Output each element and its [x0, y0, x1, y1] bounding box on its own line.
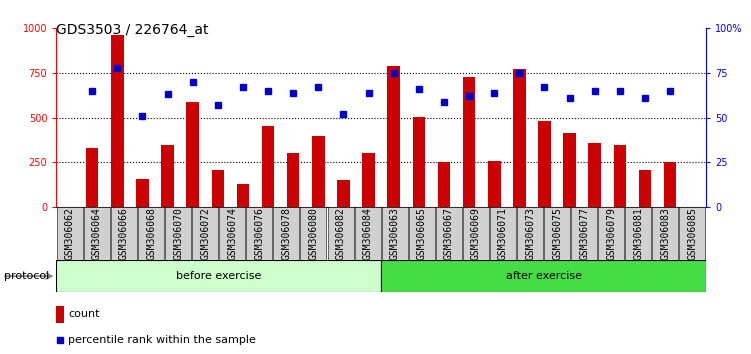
Text: GSM306066: GSM306066	[119, 207, 129, 260]
Bar	[327, 207, 354, 260]
Bar	[56, 260, 381, 292]
Bar	[614, 145, 626, 207]
Text: GSM306067: GSM306067	[444, 207, 454, 260]
Bar	[463, 76, 475, 207]
Text: GSM306076: GSM306076	[255, 207, 264, 260]
Text: percentile rank within the sample: percentile rank within the sample	[68, 335, 256, 345]
Bar	[192, 207, 219, 260]
Bar	[599, 207, 624, 260]
Bar	[111, 207, 137, 260]
Bar	[111, 35, 124, 207]
Text: after exercise: after exercise	[505, 271, 581, 281]
Bar	[626, 207, 651, 260]
Bar	[436, 207, 462, 260]
Bar	[56, 306, 64, 323]
Bar	[382, 207, 408, 260]
Text: GSM306072: GSM306072	[201, 207, 210, 260]
Bar	[572, 207, 597, 260]
Text: count: count	[68, 309, 100, 319]
Text: GSM306078: GSM306078	[282, 207, 291, 260]
Text: GSM306085: GSM306085	[687, 207, 698, 260]
Bar	[589, 143, 601, 207]
Bar	[57, 207, 83, 260]
Text: GSM306071: GSM306071	[498, 207, 508, 260]
Bar	[212, 170, 224, 207]
Bar	[219, 207, 246, 260]
Bar	[246, 207, 273, 260]
Bar	[84, 207, 110, 260]
Text: GDS3503 / 226764_at: GDS3503 / 226764_at	[56, 23, 209, 37]
Bar	[409, 207, 435, 260]
Bar	[563, 133, 576, 207]
Text: GSM306070: GSM306070	[173, 207, 183, 260]
Bar	[388, 66, 400, 207]
Bar	[664, 162, 677, 207]
Bar	[186, 102, 199, 207]
Text: GSM306062: GSM306062	[65, 207, 75, 260]
Text: GSM306068: GSM306068	[146, 207, 156, 260]
Text: GSM306073: GSM306073	[525, 207, 535, 260]
Text: GSM306084: GSM306084	[363, 207, 372, 260]
Bar	[653, 207, 678, 260]
Text: GSM306083: GSM306083	[660, 207, 671, 260]
Bar	[312, 136, 324, 207]
Bar	[165, 207, 191, 260]
Text: before exercise: before exercise	[176, 271, 261, 281]
Text: GSM306065: GSM306065	[417, 207, 427, 260]
Text: GSM306079: GSM306079	[606, 207, 617, 260]
Text: GSM306063: GSM306063	[390, 207, 400, 260]
Bar	[513, 69, 526, 207]
Bar	[490, 207, 516, 260]
Bar	[412, 117, 425, 207]
Bar	[136, 179, 149, 207]
Bar	[354, 207, 381, 260]
Bar	[273, 207, 300, 260]
Bar	[337, 180, 350, 207]
Bar	[538, 121, 550, 207]
Text: GSM306077: GSM306077	[579, 207, 589, 260]
Text: GSM306081: GSM306081	[633, 207, 644, 260]
Bar	[544, 207, 570, 260]
Text: GSM306075: GSM306075	[552, 207, 562, 260]
Bar	[262, 126, 274, 207]
Bar	[237, 184, 249, 207]
Bar	[680, 207, 705, 260]
Bar	[86, 148, 98, 207]
Text: GSM306074: GSM306074	[228, 207, 237, 260]
Bar	[638, 170, 651, 207]
Text: GSM306064: GSM306064	[92, 207, 102, 260]
Bar	[161, 145, 173, 207]
Bar	[300, 207, 327, 260]
Text: GSM306080: GSM306080	[309, 207, 318, 260]
Bar	[381, 260, 706, 292]
Bar	[287, 153, 300, 207]
Bar	[463, 207, 489, 260]
Bar	[517, 207, 543, 260]
Text: protocol: protocol	[4, 271, 49, 281]
Bar	[438, 161, 451, 207]
Text: GSM306069: GSM306069	[471, 207, 481, 260]
Text: GSM306082: GSM306082	[336, 207, 345, 260]
Bar	[362, 154, 375, 207]
Bar	[138, 207, 164, 260]
Bar	[488, 161, 500, 207]
